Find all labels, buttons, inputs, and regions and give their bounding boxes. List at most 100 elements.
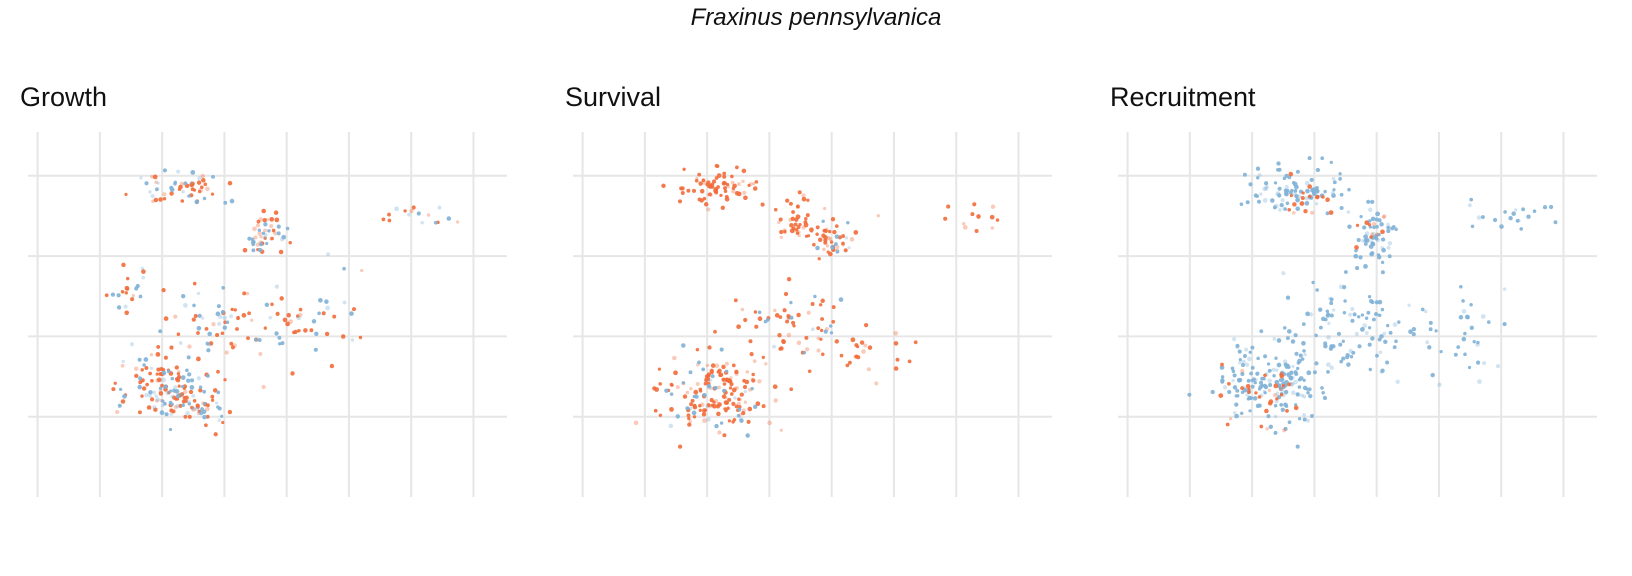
data-point [1301, 322, 1306, 326]
data-point [1295, 169, 1300, 174]
data-point [229, 314, 234, 319]
data-point [1367, 326, 1372, 330]
data-point [722, 433, 727, 438]
data-point [761, 355, 765, 360]
data-point [689, 386, 693, 391]
data-point [187, 344, 192, 349]
data-point [748, 339, 753, 344]
data-point [1486, 320, 1491, 324]
data-point [1296, 366, 1300, 371]
data-point [163, 316, 169, 321]
data-point [690, 398, 695, 403]
data-point [295, 314, 300, 318]
data-point [721, 364, 726, 370]
data-point [823, 206, 827, 211]
data-point [104, 293, 109, 298]
data-point [196, 376, 201, 381]
data-point [1315, 288, 1319, 292]
data-point [789, 228, 795, 234]
data-point [1379, 222, 1384, 227]
data-point [166, 369, 171, 374]
data-point [252, 226, 257, 232]
data-point [184, 395, 189, 400]
data-point [657, 367, 662, 371]
data-point [1356, 237, 1361, 243]
data-point [144, 392, 149, 398]
data-point [161, 370, 167, 376]
data-point [669, 407, 674, 412]
data-point [757, 316, 763, 322]
data-point [1284, 404, 1289, 408]
data-point [1257, 199, 1261, 204]
data-point [321, 311, 326, 316]
data-point [229, 198, 235, 204]
data-point [1234, 402, 1239, 407]
data-point [1262, 198, 1268, 203]
data-point [1273, 203, 1279, 209]
data-point [658, 382, 662, 386]
data-point [849, 237, 855, 242]
data-point [263, 222, 268, 227]
data-point [1272, 392, 1278, 398]
data-point [682, 167, 686, 171]
data-point [156, 181, 160, 185]
data-point [1286, 372, 1291, 377]
data-point [1354, 331, 1359, 337]
data-point [874, 381, 879, 386]
data-point [1499, 224, 1504, 229]
data-point [737, 407, 742, 412]
data-point [265, 218, 270, 222]
data-point [817, 257, 821, 261]
data-point [162, 168, 167, 173]
data-point [1461, 299, 1465, 303]
data-point [990, 204, 996, 209]
data-point [810, 327, 815, 332]
data-point [1363, 242, 1368, 246]
data-point [677, 444, 683, 449]
data-point [192, 281, 197, 286]
data-point [296, 315, 302, 321]
data-point [718, 373, 722, 377]
data-point [263, 228, 268, 233]
data-point [1428, 320, 1433, 325]
data-point [681, 381, 686, 385]
point-series-1 [1218, 171, 1387, 433]
data-point [1295, 392, 1301, 397]
data-point [1329, 313, 1334, 318]
data-point [1329, 297, 1334, 302]
data-point [195, 403, 200, 408]
data-point [191, 394, 196, 398]
data-point [208, 341, 214, 346]
data-point [175, 404, 180, 409]
data-point [806, 198, 810, 202]
data-point [832, 229, 837, 235]
data-point [707, 345, 712, 350]
data-point [841, 234, 846, 239]
data-point [279, 296, 284, 301]
data-point [687, 422, 692, 427]
data-point [1305, 387, 1309, 391]
scatter-plot-recruitment [1118, 132, 1597, 497]
data-point [669, 392, 674, 396]
data-point [120, 399, 126, 404]
data-point [1521, 207, 1526, 212]
data-point [118, 387, 123, 392]
data-point [1338, 177, 1342, 181]
data-point [1390, 226, 1395, 231]
data-point [772, 344, 776, 349]
data-point [698, 181, 703, 186]
data-point [222, 315, 228, 321]
data-point [224, 350, 229, 355]
data-point [723, 189, 728, 193]
data-point [154, 394, 158, 398]
data-point [177, 187, 182, 191]
data-point [1285, 409, 1289, 413]
data-point [1386, 225, 1390, 230]
data-point [754, 180, 759, 184]
data-point [854, 354, 859, 359]
data-point [1280, 377, 1285, 382]
data-point [730, 174, 734, 179]
data-point [263, 232, 268, 238]
data-point [710, 363, 716, 368]
data-point [170, 402, 174, 407]
